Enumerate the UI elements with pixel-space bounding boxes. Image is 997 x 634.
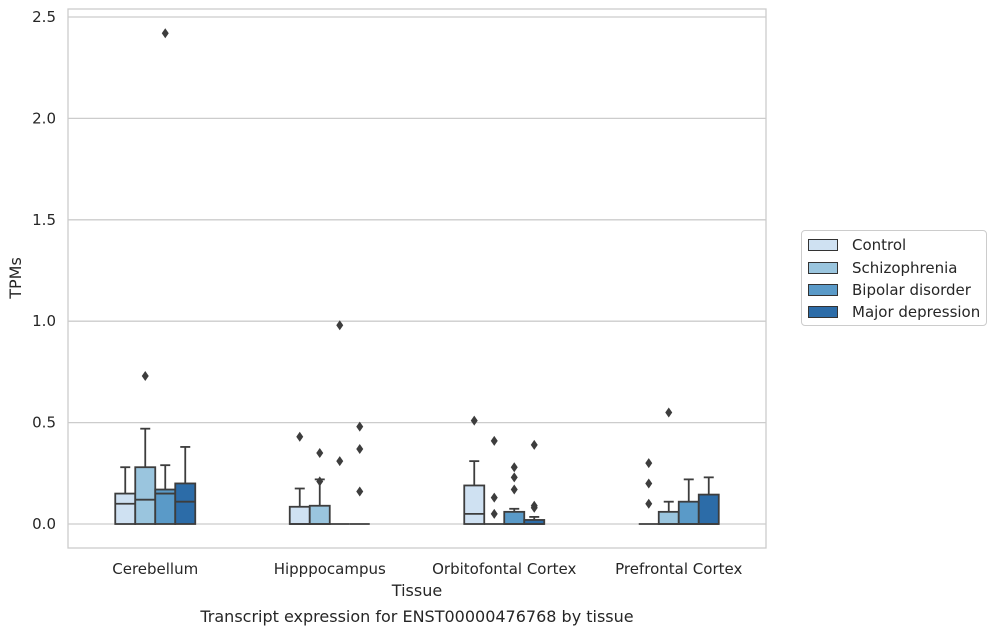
box-schizophrenia-0 <box>134 370 157 525</box>
outlier-point <box>510 472 518 483</box>
box-control-1 <box>288 431 311 525</box>
grid-lines <box>68 16 766 525</box>
legend-label-major-depression: Major depression <box>852 303 981 321</box>
outlier-point <box>161 28 169 39</box>
legend-item-major-depression: Major depression <box>808 302 980 322</box>
outlier-point <box>316 476 324 487</box>
box-body <box>134 466 157 525</box>
x-axis-label: Tissue <box>391 581 442 600</box>
x-tick-label: Cerebellum <box>112 560 198 578</box>
outlier-point <box>490 508 498 519</box>
outlier-point <box>336 320 344 331</box>
box-control-3 <box>638 458 659 525</box>
outlier-point <box>490 492 498 503</box>
outlier-point <box>470 415 478 426</box>
outlier-point <box>645 478 653 489</box>
outlier-point <box>490 435 498 446</box>
y-tick-label: 1.5 <box>32 211 56 229</box>
y-tick-label: 2.0 <box>32 109 56 127</box>
legend-label-control: Control <box>852 236 907 254</box>
box-series <box>114 28 720 525</box>
box-body <box>154 488 177 525</box>
outlier-point <box>645 458 653 469</box>
legend-item-control: Control <box>808 235 906 255</box>
outlier-point <box>645 498 653 509</box>
box-body <box>463 484 486 525</box>
y-tick-label: 0.5 <box>32 414 56 432</box>
outlier-point <box>510 462 518 473</box>
x-tick-label: Hipppocampus <box>274 560 386 578</box>
x-tick-label: Orbitofontal Cortex <box>432 560 576 578</box>
box-bipolar-disorder-2 <box>503 462 526 525</box>
outlier-point <box>665 407 673 418</box>
outlier-point <box>530 439 538 450</box>
y-tick-label: 2.5 <box>32 8 56 26</box>
box-bipolar-disorder-0 <box>154 28 177 525</box>
box-bipolar-disorder-3 <box>677 478 700 525</box>
box-bipolar-disorder-1 <box>329 320 350 525</box>
outlier-point <box>356 421 364 432</box>
legend-swatch-control <box>808 239 838 251</box>
legend-swatch-bipolar-disorder <box>808 284 838 296</box>
chart-title: Transcript expression for ENST0000047676… <box>199 607 633 626</box>
legend-item-schizophrenia: Schizophrenia <box>808 258 957 278</box>
legend-swatch-schizophrenia <box>808 262 838 274</box>
legend: Control Schizophrenia Bipolar disorder M… <box>801 230 987 326</box>
box-body <box>657 510 680 525</box>
box-major-depression-0 <box>174 446 197 525</box>
box-body <box>503 510 526 525</box>
y-tick-label: 1.0 <box>32 312 56 330</box>
legend-label-bipolar-disorder: Bipolar disorder <box>852 281 971 299</box>
box-schizophrenia-1 <box>308 448 331 525</box>
box-schizophrenia-2 <box>484 435 505 525</box>
box-body <box>677 500 700 525</box>
y-axis-ticks: 0.0 0.5 1.0 1.5 2.0 2.5 <box>32 8 56 533</box>
box-body <box>308 504 331 525</box>
x-axis-ticks: Cerebellum Hipppocampus Orbitofontal Corte… <box>112 560 742 578</box>
plot-area-frame <box>67 8 767 549</box>
box-control-2 <box>463 415 486 525</box>
outlier-point <box>530 502 538 513</box>
box-body <box>174 482 197 525</box>
x-tick-label: Prefrontal Cortex <box>615 560 742 578</box>
legend-swatch-major-depression <box>808 306 838 318</box>
box-body <box>288 505 311 525</box>
box-major-depression-1 <box>349 421 370 525</box>
box-body <box>697 493 720 525</box>
y-tick-label: 0.0 <box>32 515 56 533</box>
box-major-depression-2 <box>523 439 546 525</box>
outlier-point <box>510 484 518 495</box>
outlier-point <box>316 448 324 459</box>
outlier-point <box>336 456 344 467</box>
outlier-point <box>296 431 304 442</box>
legend-label-schizophrenia: Schizophrenia <box>852 259 958 277</box>
outlier-point <box>356 486 364 497</box>
legend-item-bipolar-disorder: Bipolar disorder <box>808 280 971 300</box>
box-body <box>114 492 137 525</box>
y-axis-label: TPMs <box>6 257 25 300</box>
box-major-depression-3 <box>697 476 720 525</box>
box-control-0 <box>114 466 137 525</box>
outlier-point <box>356 443 364 454</box>
box-schizophrenia-3 <box>657 407 680 525</box>
outlier-point <box>141 370 149 381</box>
